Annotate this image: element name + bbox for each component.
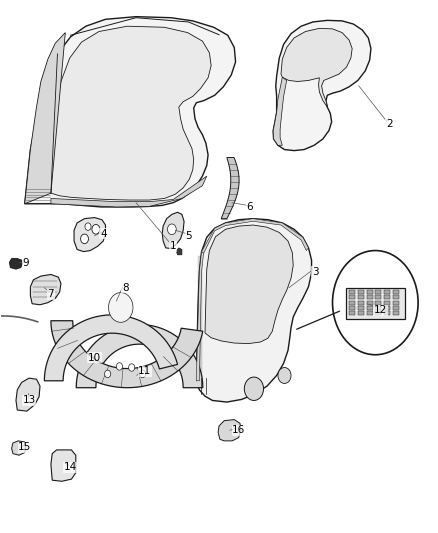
Text: 15: 15 <box>18 442 32 452</box>
Polygon shape <box>358 311 364 316</box>
Polygon shape <box>384 301 390 305</box>
Polygon shape <box>393 311 399 316</box>
Polygon shape <box>393 290 399 294</box>
Polygon shape <box>12 441 26 455</box>
Polygon shape <box>218 419 241 441</box>
Polygon shape <box>367 301 373 305</box>
Text: 4: 4 <box>100 229 106 239</box>
Polygon shape <box>349 290 355 294</box>
Circle shape <box>129 364 135 371</box>
Polygon shape <box>51 176 207 207</box>
Polygon shape <box>358 301 364 305</box>
Polygon shape <box>393 295 399 300</box>
Polygon shape <box>349 301 355 305</box>
Polygon shape <box>201 219 308 253</box>
Polygon shape <box>74 217 106 252</box>
Polygon shape <box>30 274 61 305</box>
Circle shape <box>105 370 111 377</box>
Polygon shape <box>51 321 203 387</box>
Polygon shape <box>221 158 239 219</box>
Polygon shape <box>176 248 182 255</box>
Polygon shape <box>375 295 381 300</box>
Text: 3: 3 <box>312 267 318 277</box>
Text: 14: 14 <box>64 463 77 472</box>
Circle shape <box>140 370 146 377</box>
Polygon shape <box>162 212 184 248</box>
Text: 2: 2 <box>386 119 392 129</box>
Polygon shape <box>349 295 355 300</box>
Text: 8: 8 <box>122 283 128 293</box>
Polygon shape <box>205 225 293 344</box>
Circle shape <box>85 223 91 230</box>
Polygon shape <box>16 378 40 411</box>
Circle shape <box>332 251 418 355</box>
Circle shape <box>167 224 176 235</box>
Polygon shape <box>358 306 364 310</box>
Circle shape <box>81 234 88 244</box>
Text: 13: 13 <box>22 395 36 406</box>
Polygon shape <box>375 311 381 316</box>
Polygon shape <box>349 311 355 316</box>
Polygon shape <box>393 301 399 305</box>
Polygon shape <box>196 252 204 381</box>
Circle shape <box>278 368 291 383</box>
Polygon shape <box>358 295 364 300</box>
Polygon shape <box>25 17 236 207</box>
Polygon shape <box>358 290 364 294</box>
Polygon shape <box>281 28 352 107</box>
Circle shape <box>92 224 100 234</box>
Polygon shape <box>375 301 381 305</box>
Circle shape <box>244 377 264 400</box>
Polygon shape <box>76 325 203 387</box>
Polygon shape <box>384 290 390 294</box>
Circle shape <box>109 293 133 322</box>
Polygon shape <box>10 259 22 269</box>
Polygon shape <box>375 290 381 294</box>
Polygon shape <box>196 219 311 402</box>
Polygon shape <box>384 295 390 300</box>
Polygon shape <box>273 20 371 151</box>
Polygon shape <box>384 306 390 310</box>
Polygon shape <box>25 33 65 204</box>
Polygon shape <box>393 306 399 310</box>
Polygon shape <box>44 315 177 381</box>
Text: 10: 10 <box>88 353 101 363</box>
Polygon shape <box>384 311 390 316</box>
Text: 16: 16 <box>232 425 245 435</box>
Circle shape <box>117 363 123 370</box>
Text: 9: 9 <box>23 259 29 268</box>
Polygon shape <box>51 26 211 200</box>
Text: 7: 7 <box>48 289 54 299</box>
Text: 12: 12 <box>374 305 387 315</box>
Polygon shape <box>367 311 373 316</box>
Text: 6: 6 <box>246 202 253 212</box>
Polygon shape <box>375 306 381 310</box>
Polygon shape <box>273 77 287 146</box>
Polygon shape <box>346 288 405 319</box>
Polygon shape <box>367 290 373 294</box>
Polygon shape <box>51 450 76 481</box>
Text: 1: 1 <box>170 241 177 251</box>
Polygon shape <box>367 295 373 300</box>
Text: 11: 11 <box>138 366 152 376</box>
Text: 5: 5 <box>185 231 192 241</box>
Polygon shape <box>367 306 373 310</box>
Polygon shape <box>349 306 355 310</box>
